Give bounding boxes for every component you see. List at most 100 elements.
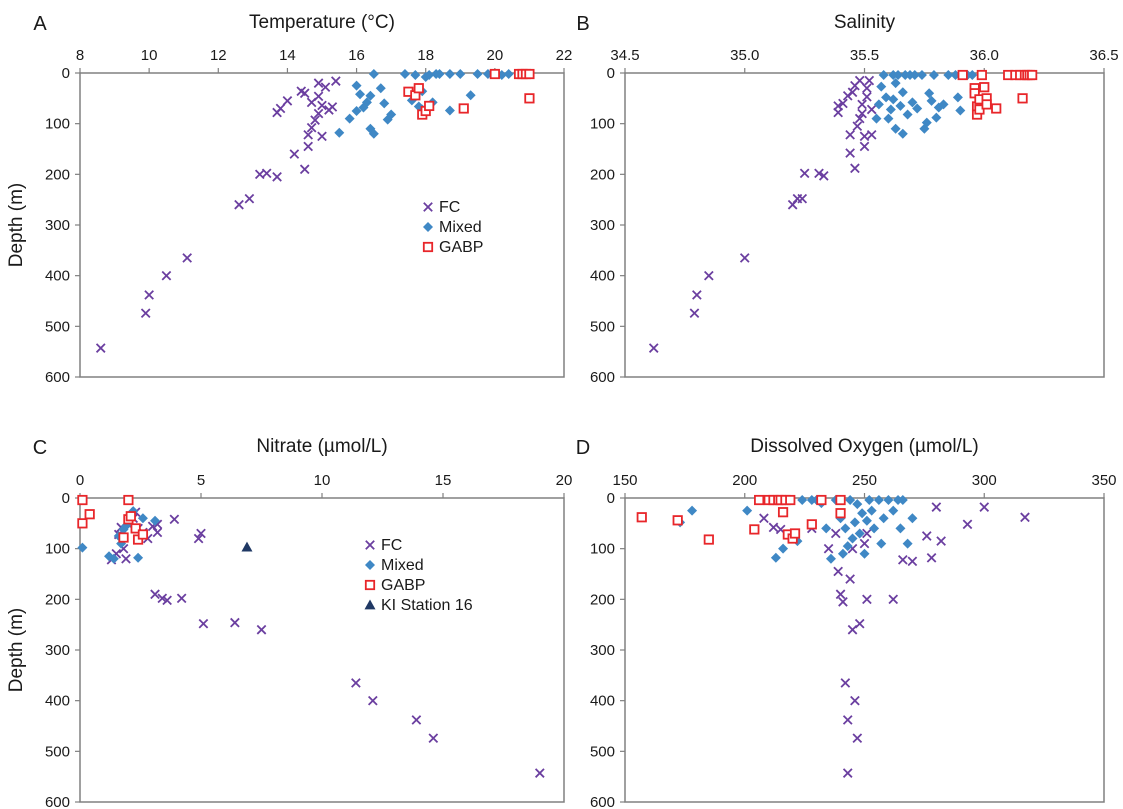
data-point <box>742 505 753 516</box>
data-point <box>842 541 853 552</box>
y-tick-label: 500 <box>590 318 615 335</box>
data-point <box>351 678 361 688</box>
series-gabp <box>403 68 535 120</box>
data-point <box>368 128 379 139</box>
series-mixed <box>334 69 525 139</box>
y-tick-label: 500 <box>45 743 70 760</box>
data-point <box>888 594 899 605</box>
data-point <box>981 99 992 110</box>
data-point <box>902 109 913 120</box>
data-point <box>869 523 880 534</box>
data-point <box>850 163 860 174</box>
data-point <box>847 533 858 544</box>
series-gabp <box>636 494 846 545</box>
data-point <box>825 553 836 564</box>
x-tick-label: 36.5 <box>1089 47 1118 64</box>
data-point <box>176 593 187 604</box>
data-point <box>897 554 908 565</box>
data-point <box>162 595 172 606</box>
x-tick-label: 8 <box>76 47 84 64</box>
x-tick-label: 20 <box>556 472 573 489</box>
data-point <box>317 100 327 111</box>
chart-panel-d: D Dissolved Oxygen (µmol/L) 150 200 250 300 35… <box>576 436 1117 809</box>
y-tick-label: 0 <box>607 490 615 507</box>
y-tick-label: 500 <box>45 318 70 335</box>
data-point <box>768 522 779 533</box>
data-point <box>838 98 848 109</box>
data-point <box>1027 69 1038 81</box>
data-point <box>852 733 863 743</box>
data-point <box>861 515 872 526</box>
data-point <box>883 495 894 506</box>
data-point <box>434 69 445 80</box>
data-point <box>410 70 421 81</box>
data-point <box>849 517 860 528</box>
legend-entry: FC <box>381 537 402 554</box>
x-tick-label: 35.5 <box>850 47 879 64</box>
data-point <box>876 538 887 549</box>
data-point <box>871 113 882 124</box>
x-tick-label: 18 <box>417 47 434 64</box>
data-point <box>703 270 714 281</box>
data-point <box>424 100 435 112</box>
data-point <box>749 524 760 535</box>
data-point <box>897 495 908 506</box>
panel-letter: A <box>33 13 47 35</box>
data-point <box>133 552 144 563</box>
data-point <box>873 495 884 506</box>
x-tick-label: 14 <box>279 47 296 64</box>
chart-panel-b: B Salinity 34.5 35.0 35.5 36.0 36.5 0 100 200 300 4… <box>576 12 1118 386</box>
data-point <box>327 102 338 112</box>
data-point <box>881 92 892 103</box>
y-tick-label: 200 <box>45 166 70 183</box>
y-tick-label: 200 <box>45 591 70 608</box>
x-tick-label: 5 <box>197 472 205 489</box>
data-point <box>854 113 865 124</box>
data-point <box>847 87 858 98</box>
data-point <box>864 75 875 86</box>
data-point <box>957 69 968 81</box>
legend-marker <box>365 560 375 570</box>
data-point <box>799 168 810 179</box>
data-point <box>859 548 870 559</box>
legend: FC Mixed GABP KI Station 16 <box>364 537 473 614</box>
data-point <box>866 505 877 516</box>
data-point <box>534 768 545 778</box>
data-point <box>636 512 647 523</box>
data-point <box>883 113 894 124</box>
plot-frame <box>624 72 1105 378</box>
data-point <box>797 495 808 506</box>
data-point <box>962 519 973 530</box>
data-point <box>444 69 455 80</box>
data-point <box>931 112 942 123</box>
data-point <box>837 548 848 559</box>
data-point <box>893 70 904 81</box>
y-tick-label: 100 <box>590 541 615 558</box>
x-tick-label: 15 <box>435 472 452 489</box>
data-point <box>150 515 161 526</box>
data-point <box>866 104 877 115</box>
panel-letter: D <box>576 437 590 459</box>
chart-panel-a: A Temperature (°C) 8 10 12 14 16 18 20 22 0 100 200 3… <box>6 12 572 386</box>
data-point <box>489 68 500 80</box>
data-point <box>368 69 379 80</box>
data-point <box>306 122 317 133</box>
data-point <box>838 597 848 607</box>
data-point <box>379 98 390 109</box>
data-point <box>890 78 901 89</box>
data-point <box>241 541 253 552</box>
x-tick-label: 300 <box>972 472 997 489</box>
chart-title: Nitrate (µmol/L) <box>256 436 387 457</box>
data-point <box>367 695 378 706</box>
data-point <box>859 141 870 152</box>
data-point <box>524 68 535 80</box>
x-tick-label: 34.5 <box>610 47 639 64</box>
series-gabp <box>77 494 149 545</box>
data-point <box>866 129 877 140</box>
data-point <box>854 75 865 86</box>
data-point <box>885 104 896 115</box>
y-tick-label: 200 <box>590 591 615 608</box>
x-tick-label: 16 <box>348 47 365 64</box>
x-tick-label: 36.0 <box>970 47 999 64</box>
series-mixed <box>675 495 918 564</box>
